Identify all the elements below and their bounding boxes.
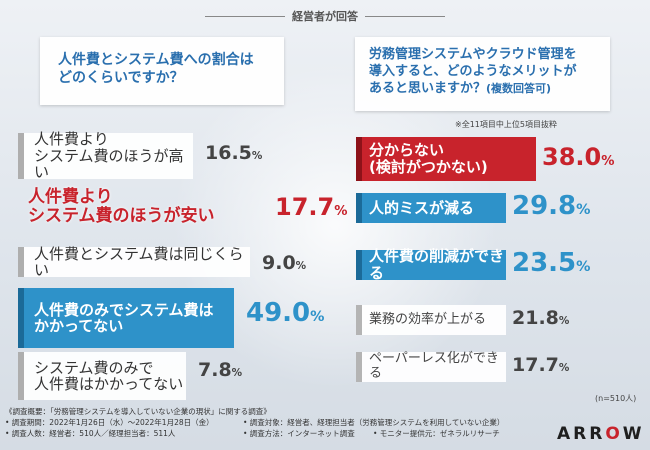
right-chart-value-label-unit: %: [601, 154, 615, 169]
left-chart-value-label: 7.8%: [198, 359, 242, 381]
right-chart-value-label: 38.0%: [542, 143, 614, 171]
left-chart-value-label-number: 16.5: [205, 142, 252, 164]
left-question-line2: どのくらいですか？: [58, 70, 184, 87]
sample-size-note: (n=510人): [595, 394, 637, 403]
left-chart-bar-label-line: 人件費より: [34, 130, 109, 149]
left-chart-bar-label-line: システム費のほうが安い: [28, 206, 215, 226]
left-chart-value-label: 9.0%: [262, 252, 306, 274]
logo-text-b: W: [622, 424, 645, 444]
right-chart-value-label-number: 29.8: [512, 191, 577, 221]
left-chart-value-label-unit: %: [251, 150, 263, 162]
right-chart-value-label-unit: %: [558, 362, 570, 374]
left-chart-bar-label-line: システム費のほうが高い: [34, 146, 184, 182]
footer-line2: • 調査期間：2022年1月26日（水）〜2022年1月28日（金）: [5, 418, 214, 427]
right-chart-bar: ペーパーレス化ができる: [356, 352, 506, 382]
left-chart-value-label-unit: %: [310, 309, 325, 325]
left-chart-value-label-number: 17.7: [275, 193, 335, 221]
right-chart-value-label-number: 21.8: [512, 307, 559, 329]
left-chart-bar-label-line: 人件費とシステム費は同じくらい: [34, 244, 244, 279]
left-chart-bar-label-text: システム費のみで 人件費はかかってない: [34, 358, 184, 393]
left-chart-value-label-number: 9.0: [262, 252, 296, 274]
header-divider-left: [205, 16, 285, 17]
left-chart-value-label: 49.0%: [246, 298, 324, 328]
right-chart-bar-label-line: 人件費の削減ができる: [369, 247, 505, 282]
left-chart-bar-label-line: 人件費はかかってない: [34, 375, 184, 393]
left-chart-bar: 人件費とシステム費は同じくらい: [18, 244, 250, 279]
left-chart-bar: システム費のみで 人件費はかかってない: [18, 352, 186, 400]
right-chart-bar-label-text: 分からない (検討がつかない): [369, 142, 488, 176]
right-chart-value-label: 23.5%: [512, 248, 590, 278]
arrow-logo: ARROW: [557, 424, 645, 444]
left-chart-bar-label-text: 人件費より システム費のほうが安い: [28, 188, 215, 225]
right-chart-bar: 人的ミスが減る: [356, 193, 506, 223]
footer-line3: • 調査人数：経営者：510人／経理担当者：511人: [5, 429, 176, 438]
right-chart-bar-label-text: 人件費の削減ができる: [369, 248, 506, 282]
footer-provider: • モニター提供元：ゼネラルリサーチ: [373, 429, 500, 438]
excerpt-note: ※全11項目中上位5項目抜粋: [455, 120, 557, 129]
right-chart-value-label-number: 23.5: [512, 248, 577, 278]
right-chart-bar-label-text: 業務の効率が上がる: [369, 311, 487, 328]
left-chart-value-label-number: 49.0: [246, 298, 311, 328]
left-chart-value-label-number: 7.8: [198, 359, 232, 381]
right-question-line3-wrap: あると思いますか？(複数回答可): [369, 80, 610, 97]
right-question-box: 労務管理システムやクラウド管理を 導入すると、どのようなメリットが あると思いま…: [355, 37, 610, 111]
left-chart-value-label-unit: %: [231, 367, 243, 379]
right-chart-bar-label-line: 分からない: [369, 141, 445, 160]
footer-col2: • 調査対象：経営者、経理担当者（労務管理システムを利用していない企業） • 調…: [243, 406, 504, 439]
right-question-line3: あると思いますか？: [369, 81, 487, 97]
left-chart-bar: 人件費より システム費のほうが高い: [18, 131, 193, 181]
left-chart-bar-label-text: 人件費より システム費のほうが高い: [34, 131, 193, 181]
right-chart-bar-label-line: 業務の効率が上がる: [369, 311, 487, 327]
left-chart-bar-label-line: システム費のみで: [34, 358, 154, 377]
right-chart-value-label-unit: %: [576, 202, 591, 218]
header-divider-right: [365, 16, 445, 17]
left-chart-bar-label-line: 人件費より: [28, 187, 113, 208]
left-chart-bar-label-line: 人件費のみでシステム費は: [34, 300, 214, 319]
right-chart-bar-label-line: (検討がつかない): [369, 158, 488, 176]
right-question-multiple-note: (複数回答可): [486, 82, 552, 96]
right-chart-value-label-unit: %: [576, 259, 591, 275]
right-chart-value-label-number: 38.0: [542, 143, 602, 171]
left-chart-bar-label-text: 人件費のみでシステム費は かかってない: [34, 300, 214, 335]
right-chart-value-label-unit: %: [558, 315, 570, 327]
survey-footer: 《調査概要：「労務管理システムを導入していない企業の現状」に関する調査》 • 調…: [5, 406, 504, 439]
left-chart-bar: 人件費のみでシステム費は かかってない: [18, 288, 234, 348]
left-chart-bar: 人件費より システム費のほうが安い: [18, 183, 263, 231]
left-question-line1: 人件費とシステム費への割合は: [58, 52, 254, 68]
right-chart-bar-label-text: ペーパーレス化ができる: [369, 352, 506, 381]
left-chart-value-label: 16.5%: [205, 142, 262, 164]
left-chart-value-label-unit: %: [334, 204, 348, 219]
right-question-line1: 労務管理システムやクラウド管理を: [369, 47, 577, 62]
footer-method: • 調査方法：インターネット調査: [243, 429, 355, 438]
logo-text-a: ARR: [557, 424, 606, 444]
footer-line1: 《調査概要：「労務管理システムを導入していない企業の現状」に関する調査》: [5, 407, 271, 416]
right-chart-bar: 人件費の削減ができる: [356, 248, 506, 282]
right-chart-value-label: 29.8%: [512, 191, 590, 221]
right-chart-bar: 業務の効率が上がる: [356, 305, 506, 335]
footer-target: • 調査対象：経営者、経理担当者（労務管理システムを利用していない企業）: [243, 418, 505, 427]
left-chart-bar-label-line: かかってない: [34, 317, 124, 335]
right-chart-value-label: 21.8%: [512, 307, 569, 329]
left-question-box: 人件費とシステム費への割合は どのくらいですか？: [40, 37, 284, 105]
right-chart-bar-label-line: ペーパーレス化ができる: [369, 351, 499, 381]
left-chart-value-label: 17.7%: [275, 193, 347, 221]
right-chart-value-label-number: 17.7: [512, 354, 559, 376]
right-chart-bar-label-text: 人的ミスが減る: [369, 198, 475, 217]
right-chart-bar-label-line: 人的ミスが減る: [369, 198, 475, 217]
header-title: 経営者が回答: [292, 10, 358, 23]
right-chart-value-label: 17.7%: [512, 354, 569, 376]
right-question-line2: 導入すると、どのようなメリットが: [369, 64, 577, 80]
right-chart-bar: 分からない (検討がつかない): [356, 137, 536, 181]
left-chart-value-label-unit: %: [295, 260, 307, 272]
logo-text-o: O: [605, 424, 623, 444]
left-chart-bar-label-text: 人件費とシステム費は同じくらい: [34, 244, 250, 279]
